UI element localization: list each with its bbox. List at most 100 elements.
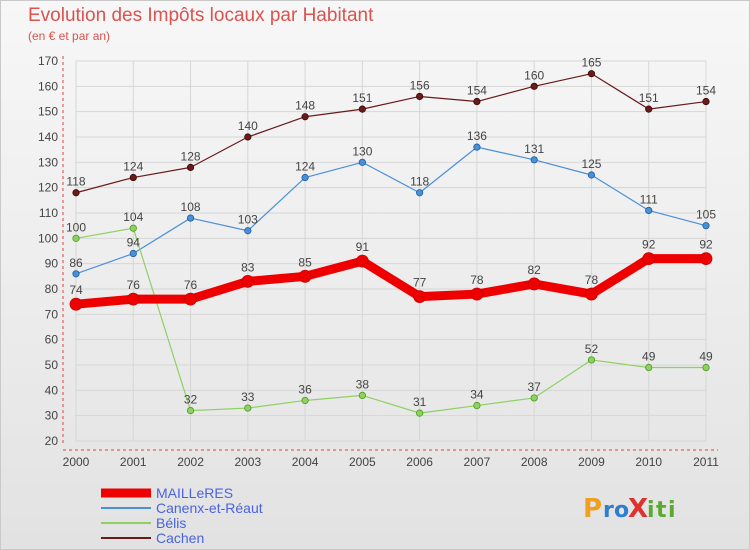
chart-subtitle: (en € et par an) (28, 29, 111, 43)
data-point (587, 70, 596, 78)
data-point (358, 105, 366, 113)
x-tick-label: 2003 (234, 455, 261, 469)
data-label: 128 (181, 149, 201, 163)
data-label: 160 (524, 68, 544, 82)
data-label: 91 (356, 240, 370, 254)
data-point (69, 297, 83, 311)
x-tick-label: 2001 (120, 455, 147, 469)
y-tick-label: 40 (45, 383, 59, 397)
data-label: 74 (69, 283, 83, 297)
y-tick-label: 100 (38, 231, 58, 245)
data-point (416, 409, 424, 417)
data-point (72, 270, 80, 278)
data-label: 36 (298, 382, 312, 396)
y-tick-label: 80 (45, 282, 59, 296)
series-line (75, 146, 707, 275)
data-point (129, 224, 137, 232)
data-label: 148 (295, 99, 315, 113)
data-label: 131 (524, 142, 544, 156)
data-point (355, 254, 369, 268)
data-label: 34 (470, 388, 484, 402)
data-label: 108 (181, 200, 201, 214)
x-tick-label: 2005 (349, 455, 376, 469)
data-point (585, 287, 598, 301)
data-label: 52 (585, 342, 599, 356)
x-tick-label: 2010 (635, 455, 662, 469)
data-label: 33 (241, 390, 255, 404)
x-tick-label: 2002 (177, 455, 204, 469)
x-tick-label: 2008 (521, 455, 548, 469)
x-tick-label: 2011 (693, 455, 719, 469)
data-point (645, 105, 653, 113)
legend-label: Bélis (156, 515, 186, 531)
x-tick-label: 2009 (578, 455, 605, 469)
data-point (702, 97, 710, 106)
data-label: 100 (66, 220, 86, 234)
data-label: 82 (528, 263, 542, 277)
data-point (645, 206, 653, 215)
data-point (244, 404, 252, 412)
data-label: 124 (295, 160, 315, 174)
data-point (473, 401, 481, 410)
data-label: 76 (127, 278, 141, 292)
data-point (358, 158, 366, 166)
data-label: 105 (696, 208, 716, 222)
data-label: 151 (639, 91, 659, 105)
data-point (301, 113, 309, 121)
chart-title: Evolution des Impôts locaux par Habitant (28, 5, 374, 26)
y-tick-label: 20 (45, 434, 59, 448)
data-label: 78 (470, 273, 484, 287)
data-point (301, 173, 309, 182)
svg-text:P: P (583, 494, 602, 524)
data-point (186, 214, 195, 222)
data-label: 49 (642, 350, 656, 364)
data-point (301, 396, 309, 405)
data-label: 94 (127, 236, 141, 250)
proxiti-logo: P r o X i t i (583, 494, 676, 524)
x-tick-label: 2004 (292, 455, 319, 469)
data-point (530, 156, 538, 164)
data-label: 118 (66, 175, 85, 189)
data-label: 86 (69, 256, 83, 270)
data-point (184, 292, 197, 306)
data-point (129, 173, 137, 182)
data-label: 77 (413, 276, 427, 290)
data-label: 37 (528, 380, 542, 394)
data-point (473, 143, 481, 151)
y-tick-label: 150 (38, 105, 58, 119)
data-label: 31 (413, 395, 427, 409)
y-tick-label: 50 (45, 358, 59, 372)
data-label: 38 (356, 377, 370, 391)
y-tick-label: 140 (38, 130, 58, 144)
y-tick-label: 90 (45, 257, 59, 271)
y-tick-label: 130 (38, 155, 58, 169)
data-label: 85 (298, 255, 312, 269)
data-point (241, 274, 255, 288)
legend-label: MAILLeRES (156, 485, 233, 501)
series-line (75, 73, 707, 194)
data-point (642, 252, 656, 266)
data-point (244, 133, 252, 141)
x-tick-label: 2006 (406, 455, 433, 469)
svg-text:t: t (656, 498, 667, 523)
data-label: 125 (581, 157, 601, 171)
data-point (530, 394, 538, 402)
data-point (298, 269, 312, 283)
data-label: 165 (581, 56, 601, 70)
data-point (72, 189, 80, 197)
data-label: 92 (699, 238, 713, 252)
x-tick-label: 2000 (63, 455, 90, 469)
series-line (71, 254, 711, 309)
data-point (416, 92, 424, 101)
data-point (702, 363, 710, 372)
data-point (470, 287, 484, 301)
data-point (587, 171, 596, 179)
x-tick-label: 2007 (464, 455, 491, 469)
data-point (126, 292, 140, 306)
data-point (530, 82, 538, 90)
series-line (75, 227, 707, 414)
data-label: 76 (184, 278, 198, 292)
data-point (587, 356, 596, 364)
